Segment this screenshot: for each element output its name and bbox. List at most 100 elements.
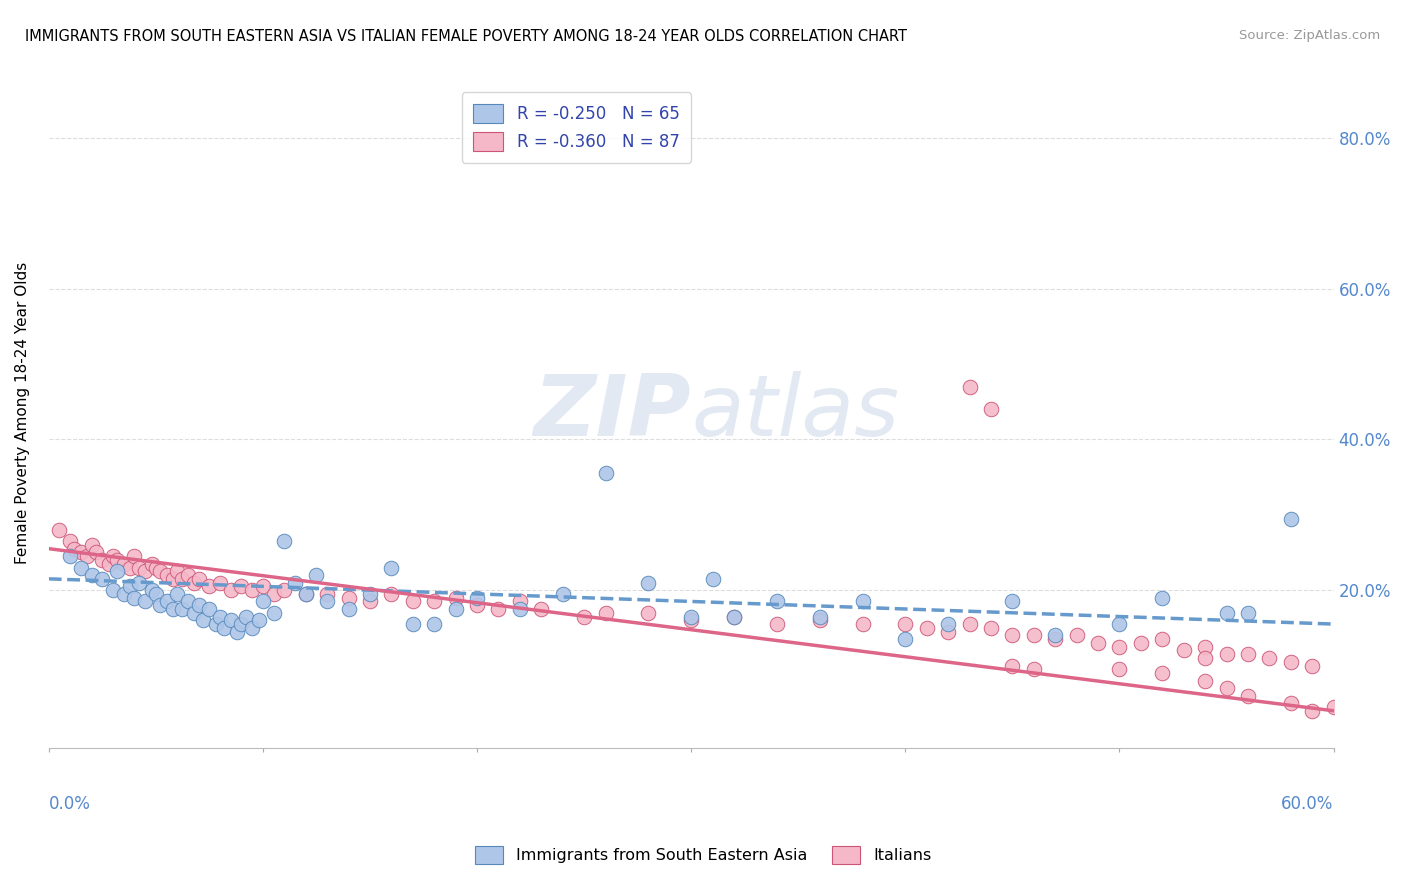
Point xyxy=(91,553,114,567)
Point xyxy=(723,609,745,624)
Point xyxy=(1279,696,1302,710)
Point xyxy=(337,602,360,616)
Point xyxy=(187,599,209,613)
Point xyxy=(936,617,959,632)
Point xyxy=(444,591,467,605)
Point xyxy=(252,579,274,593)
Point xyxy=(284,575,307,590)
Legend: R = -0.250   N = 65, R = -0.360   N = 87: R = -0.250 N = 65, R = -0.360 N = 87 xyxy=(461,93,692,162)
Text: atlas: atlas xyxy=(692,371,900,454)
Point xyxy=(231,617,253,632)
Point xyxy=(219,613,242,627)
Point xyxy=(808,609,831,624)
Point xyxy=(166,587,188,601)
Point xyxy=(145,560,167,574)
Point xyxy=(1129,636,1152,650)
Point xyxy=(120,579,142,593)
Point xyxy=(209,575,232,590)
Point xyxy=(141,583,163,598)
Point xyxy=(402,594,425,608)
Point xyxy=(128,575,150,590)
Point xyxy=(637,606,659,620)
Point xyxy=(105,553,128,567)
Point xyxy=(444,602,467,616)
Point xyxy=(59,549,82,564)
Point xyxy=(702,572,724,586)
Point xyxy=(134,564,156,578)
Point xyxy=(1152,591,1174,605)
Point xyxy=(80,568,103,582)
Point xyxy=(263,587,285,601)
Point xyxy=(316,594,339,608)
Point xyxy=(681,613,703,627)
Legend: Immigrants from South Eastern Asia, Italians: Immigrants from South Eastern Asia, Ital… xyxy=(468,839,938,871)
Point xyxy=(1194,673,1216,688)
Point xyxy=(191,613,214,627)
Point xyxy=(1323,700,1346,714)
Point xyxy=(1001,628,1024,642)
Point xyxy=(124,591,146,605)
Point xyxy=(294,587,316,601)
Point xyxy=(187,572,209,586)
Point xyxy=(214,621,236,635)
Point xyxy=(1108,662,1130,676)
Point xyxy=(509,594,531,608)
Point xyxy=(1279,511,1302,525)
Point xyxy=(1066,628,1088,642)
Point xyxy=(766,594,789,608)
Point xyxy=(851,617,873,632)
Point xyxy=(162,572,184,586)
Text: 60.0%: 60.0% xyxy=(1281,796,1334,814)
Point xyxy=(219,583,242,598)
Point xyxy=(101,549,124,564)
Point xyxy=(1301,704,1323,718)
Point xyxy=(423,594,446,608)
Point xyxy=(530,602,553,616)
Point xyxy=(209,609,232,624)
Point xyxy=(84,545,107,559)
Point xyxy=(240,621,263,635)
Point xyxy=(551,587,574,601)
Point xyxy=(1279,655,1302,669)
Point xyxy=(76,549,98,564)
Point xyxy=(595,467,617,481)
Point xyxy=(59,534,82,549)
Point xyxy=(263,606,285,620)
Point xyxy=(959,617,981,632)
Point xyxy=(162,602,184,616)
Point xyxy=(235,609,257,624)
Point xyxy=(112,557,135,571)
Point xyxy=(595,606,617,620)
Point xyxy=(509,602,531,616)
Point xyxy=(91,572,114,586)
Point xyxy=(80,538,103,552)
Point xyxy=(1152,666,1174,681)
Point xyxy=(465,591,488,605)
Point xyxy=(980,402,1002,417)
Point xyxy=(273,534,295,549)
Point xyxy=(1045,628,1067,642)
Point xyxy=(1194,640,1216,654)
Point xyxy=(97,557,120,571)
Point xyxy=(1001,658,1024,673)
Point xyxy=(1194,651,1216,665)
Point xyxy=(936,624,959,639)
Point xyxy=(402,617,425,632)
Point xyxy=(1301,658,1323,673)
Y-axis label: Female Poverty Among 18-24 Year Olds: Female Poverty Among 18-24 Year Olds xyxy=(15,262,30,564)
Point xyxy=(70,560,93,574)
Point xyxy=(894,632,917,647)
Point xyxy=(166,564,188,578)
Point xyxy=(149,564,172,578)
Point xyxy=(681,609,703,624)
Point xyxy=(155,594,177,608)
Text: 0.0%: 0.0% xyxy=(49,796,90,814)
Point xyxy=(294,587,316,601)
Point xyxy=(240,583,263,598)
Point xyxy=(141,557,163,571)
Point xyxy=(1022,628,1045,642)
Point xyxy=(1237,647,1260,661)
Point xyxy=(231,579,253,593)
Point xyxy=(1045,632,1067,647)
Point xyxy=(915,621,938,635)
